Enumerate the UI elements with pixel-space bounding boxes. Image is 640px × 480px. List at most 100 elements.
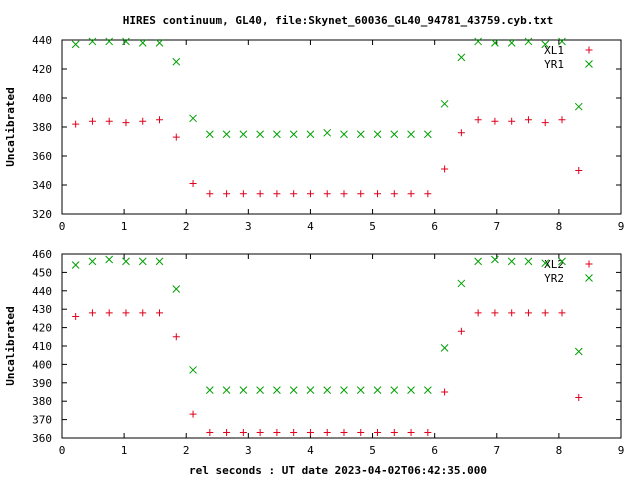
data-point [72,313,80,321]
data-point [222,130,231,139]
data-point [138,39,147,47]
data-point [189,114,197,123]
data-point [88,257,97,266]
data-point [72,120,80,128]
y-tick-label: 420 [32,63,52,76]
data-point [390,428,398,436]
y-tick-label: 390 [32,377,52,390]
y-tick-label: 440 [32,285,52,298]
data-point [357,190,365,198]
data-point [508,309,516,317]
data-point [172,285,181,293]
data-point [122,37,130,46]
x-tick-label: 7 [493,220,500,233]
series-yr2 [71,255,583,395]
y-tick-label: 370 [32,414,52,427]
data-point [474,257,482,266]
y-tick-label: 380 [32,395,52,408]
legend-marker [585,274,593,282]
data-point [491,309,499,317]
data-point [373,130,382,139]
data-point [105,117,113,125]
data-point [524,37,533,46]
y-tick-label: 450 [32,266,52,279]
data-point [189,366,197,374]
data-point [105,309,113,317]
data-point [524,116,532,124]
data-point [541,119,549,127]
data-point [156,116,164,124]
data-point [273,428,281,436]
data-point [407,130,415,139]
data-point [457,279,466,288]
x-tick-label: 8 [556,220,563,233]
x-tick-label: 9 [618,444,625,457]
data-point [491,255,499,264]
x-tick-label: 6 [431,220,438,233]
chart-title: HIRES continuum, GL40, file:Skynet_60036… [123,14,553,27]
data-point [558,309,566,317]
data-point [122,119,130,127]
y-axis-label: Uncalibrated [4,87,17,166]
x-tick-label: 8 [556,444,563,457]
data-point [373,386,382,395]
data-point [189,410,197,418]
data-point [407,428,415,436]
x-tick-label: 2 [183,220,190,233]
legend-label: YR1 [544,58,564,71]
data-point [457,53,466,62]
data-point [122,309,130,317]
x-tick-label: 3 [245,220,252,233]
data-point [574,347,583,356]
data-point [205,130,214,139]
data-point [457,129,465,137]
data-point [340,428,348,436]
x-tick-label: 6 [431,444,438,457]
y-tick-label: 400 [32,92,52,105]
data-point [340,386,348,395]
x-tick-label: 0 [59,220,66,233]
data-point [155,257,164,266]
y-tick-label: 340 [32,179,52,192]
data-point [223,190,231,198]
data-point [440,99,449,108]
data-point [541,309,549,317]
data-point [105,255,114,264]
data-point [407,190,415,198]
data-point [541,259,550,268]
data-point [71,261,80,269]
data-point [374,190,382,198]
data-point [356,386,365,395]
y-tick-label: 420 [32,322,52,335]
legend-label: XL1 [544,44,564,57]
y-axis-label: Uncalibrated [4,306,17,385]
plot-frame [61,39,622,215]
data-point [407,386,415,395]
series-yr1 [71,37,583,139]
data-point [122,257,130,266]
data-point [356,130,365,139]
data-point [206,428,214,436]
legend-marker [585,260,593,268]
data-point [558,116,566,124]
data-point [474,37,482,46]
data-point [306,386,315,395]
plot-panel-2: 0 1 2 3 4 5 6 7 8 9 360 370 380 390 400 410 420 430 440 450… [4,248,624,457]
y-tick-label: 360 [32,150,52,163]
data-point [105,37,114,46]
data-point [424,428,432,436]
data-point [205,386,214,395]
data-point [222,386,231,395]
data-point [474,116,482,124]
data-point [374,428,382,436]
y-tick-label: 400 [32,358,52,371]
y-tick-label: 440 [32,34,52,47]
data-point [71,40,80,49]
data-point [491,39,499,47]
series-xl1 [72,116,583,198]
data-point [138,257,147,266]
data-point [256,428,264,436]
data-point [239,386,248,395]
data-point [256,386,264,395]
